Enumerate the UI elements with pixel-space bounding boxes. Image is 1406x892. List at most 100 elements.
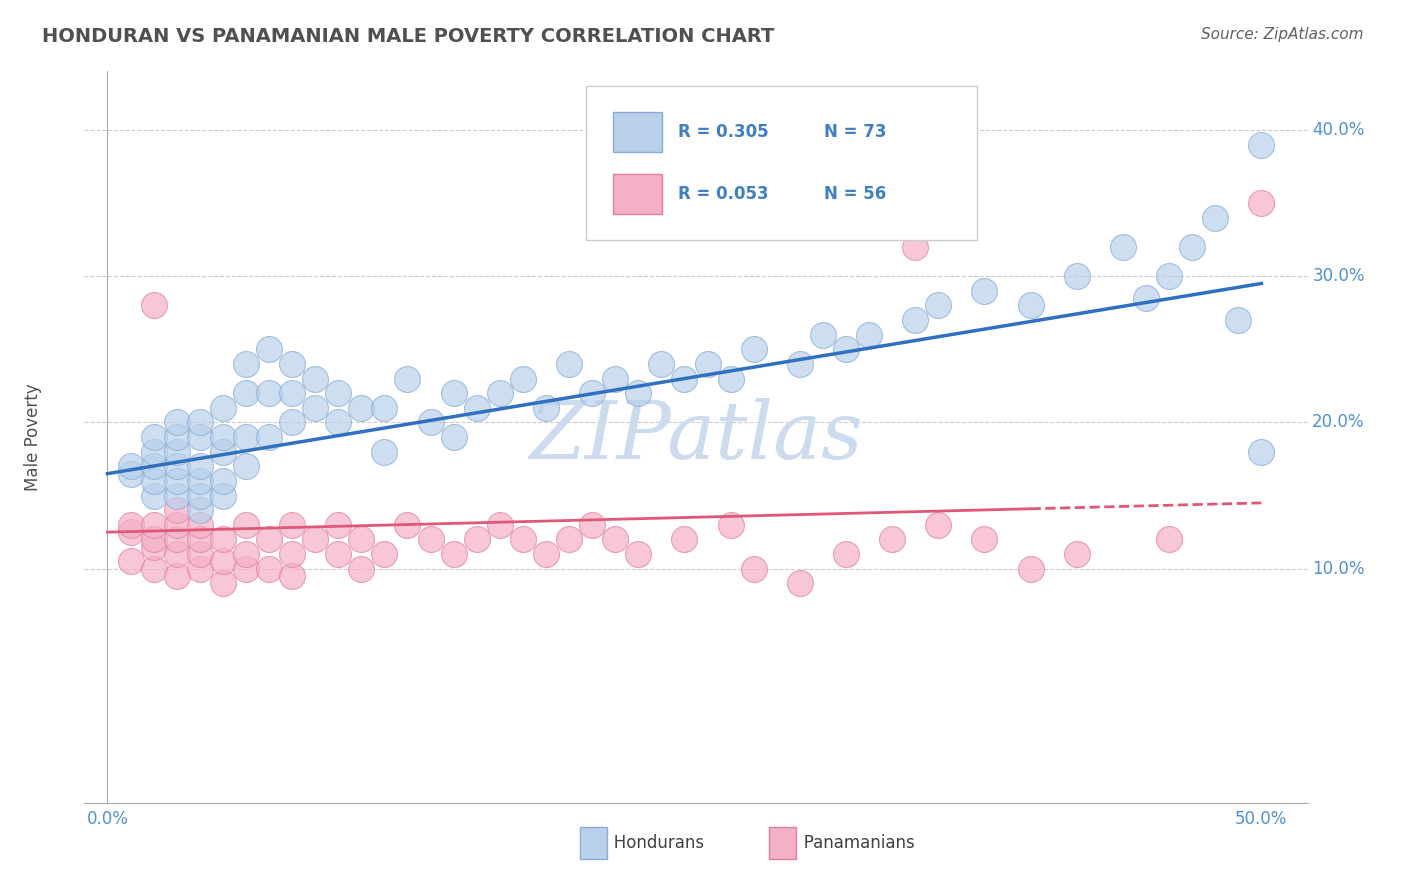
Point	[696, 357, 718, 371]
Point	[465, 401, 488, 415]
Text: Male Poverty: Male Poverty	[24, 384, 42, 491]
Point	[581, 386, 603, 401]
Point	[488, 517, 510, 532]
Point	[166, 459, 188, 474]
Point	[373, 547, 395, 561]
Point	[142, 517, 165, 532]
Point	[534, 401, 557, 415]
Point	[1250, 444, 1272, 458]
Point	[1204, 211, 1226, 225]
Point	[673, 371, 696, 385]
Point	[742, 562, 765, 576]
Text: Panamanians: Panamanians	[787, 834, 914, 852]
Point	[443, 547, 465, 561]
Point	[304, 533, 326, 547]
Point	[281, 517, 304, 532]
Point	[512, 533, 534, 547]
Point	[257, 430, 280, 444]
Point	[211, 489, 233, 503]
Point	[1250, 196, 1272, 211]
Point	[166, 517, 188, 532]
Point	[211, 401, 233, 415]
Point	[142, 444, 165, 458]
Point	[188, 503, 211, 517]
Point	[235, 517, 257, 532]
Point	[235, 430, 257, 444]
Point	[142, 430, 165, 444]
Point	[419, 533, 441, 547]
Point	[235, 386, 257, 401]
Point	[188, 430, 211, 444]
Point	[627, 547, 650, 561]
Point	[211, 576, 233, 591]
Point	[488, 386, 510, 401]
Point	[188, 547, 211, 561]
Point	[211, 444, 233, 458]
Point	[696, 152, 718, 166]
Point	[973, 284, 995, 298]
Text: 30.0%: 30.0%	[1312, 268, 1365, 285]
Point	[235, 357, 257, 371]
Point	[835, 547, 858, 561]
Point	[1250, 137, 1272, 152]
Point	[211, 430, 233, 444]
Point	[211, 533, 233, 547]
Point	[605, 371, 627, 385]
Point	[166, 430, 188, 444]
Point	[465, 533, 488, 547]
Point	[304, 401, 326, 415]
Point	[720, 517, 742, 532]
Text: Source: ZipAtlas.com: Source: ZipAtlas.com	[1201, 27, 1364, 42]
Point	[443, 386, 465, 401]
Point	[142, 474, 165, 488]
Point	[328, 517, 350, 532]
Text: HONDURAN VS PANAMANIAN MALE POVERTY CORRELATION CHART: HONDURAN VS PANAMANIAN MALE POVERTY CORR…	[42, 27, 775, 45]
Point	[558, 533, 581, 547]
Point	[350, 533, 373, 547]
Point	[166, 547, 188, 561]
Text: ZIPatlas: ZIPatlas	[529, 399, 863, 475]
Point	[720, 371, 742, 385]
Point	[396, 371, 419, 385]
Point	[257, 386, 280, 401]
Point	[1112, 240, 1135, 254]
Point	[1135, 291, 1157, 305]
Point	[581, 517, 603, 532]
Point	[281, 357, 304, 371]
Point	[166, 503, 188, 517]
Point	[166, 444, 188, 458]
Point	[142, 562, 165, 576]
Point	[627, 386, 650, 401]
Point	[1066, 547, 1088, 561]
Point	[396, 517, 419, 532]
Point	[328, 386, 350, 401]
Point	[257, 343, 280, 357]
Point	[789, 576, 811, 591]
Point	[120, 467, 142, 481]
Point	[373, 401, 395, 415]
Point	[281, 569, 304, 583]
Point	[328, 416, 350, 430]
Point	[350, 401, 373, 415]
Point	[211, 554, 233, 568]
Text: R = 0.305: R = 0.305	[678, 123, 768, 141]
Point	[927, 298, 949, 312]
Bar	[613, 174, 662, 214]
Point	[120, 554, 142, 568]
Text: N = 56: N = 56	[824, 186, 887, 203]
Point	[257, 533, 280, 547]
Point	[742, 343, 765, 357]
Point	[605, 533, 627, 547]
Point	[120, 525, 142, 540]
Point	[904, 240, 927, 254]
Point	[188, 517, 211, 532]
Point	[1019, 562, 1042, 576]
Point	[1159, 269, 1181, 284]
Point	[235, 562, 257, 576]
FancyBboxPatch shape	[586, 86, 977, 240]
Text: N = 73: N = 73	[824, 123, 887, 141]
Bar	[769, 827, 796, 859]
Point	[328, 547, 350, 561]
Point	[650, 357, 672, 371]
Point	[211, 474, 233, 488]
